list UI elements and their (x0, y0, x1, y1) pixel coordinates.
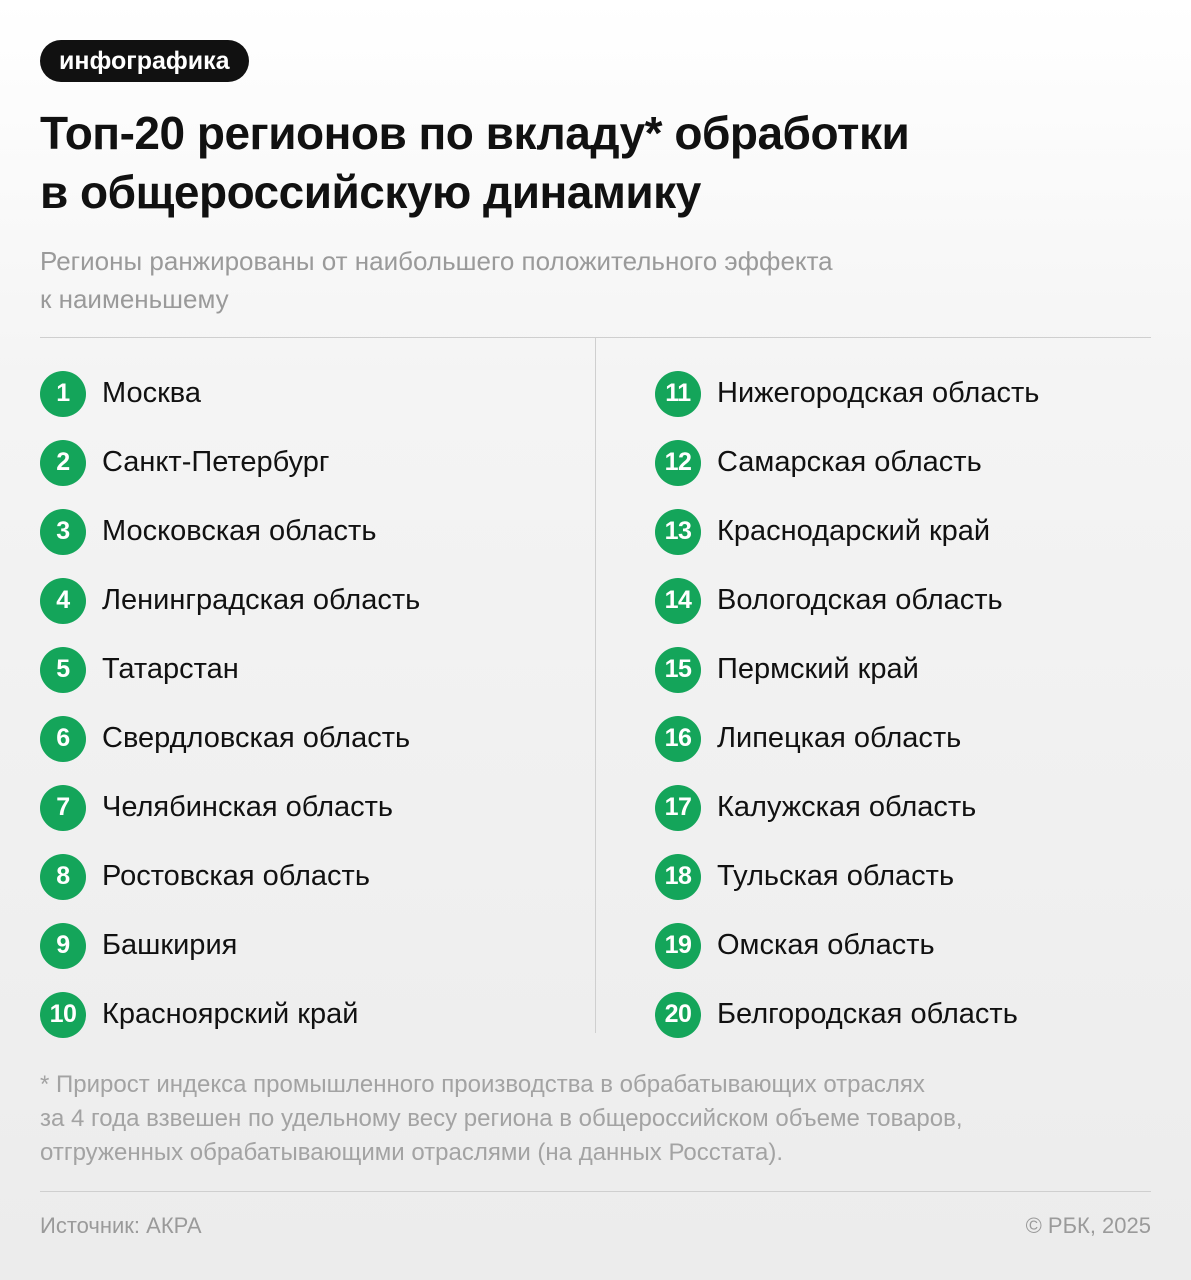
footnote: * Прирост индекса промышленного производ… (40, 1068, 1151, 1170)
rank-badge: 2 (40, 439, 86, 486)
title-line-1: Топ-20 регионов по вкладу* обработки (40, 107, 910, 159)
list-item: 9 Башкирия (40, 911, 420, 980)
title-line-2: в общероссийскую динамику (40, 166, 701, 218)
footnote-line-1: * Прирост индекса промышленного производ… (40, 1071, 925, 1098)
region-name: Омская область (717, 929, 935, 961)
rank-badge: 19 (655, 922, 701, 969)
list-item: 4 Ленинградская область (40, 566, 420, 635)
region-name: Татарстан (102, 653, 239, 685)
region-name: Московская область (102, 515, 377, 547)
region-name: Ленинградская область (102, 584, 421, 616)
rank-badge: 8 (40, 853, 86, 900)
regions-list-right: 11 Нижегородская область 12 Самарская обла… (655, 359, 1039, 1049)
footnote-line-3: отгруженных обрабатывающими отраслями (н… (40, 1139, 784, 1166)
subtitle-line-2: к наименьшему (40, 284, 229, 314)
list-item: 13 Краснодарский край (655, 497, 1039, 566)
list-item: 17 Калужская область (655, 773, 1039, 842)
rank-badge: 3 (40, 508, 86, 555)
regions-list-left: 1 Москва 2 Санкт-Петербург 3 Московская обл… (40, 359, 420, 1049)
list-item: 12 Самарская область (655, 428, 1039, 497)
region-name: Краснодарский край (717, 515, 991, 547)
list-item: 16 Липецкая область (655, 704, 1039, 773)
rank-badge: 12 (655, 439, 701, 486)
list-item: 5 Татарстан (40, 635, 420, 704)
region-name: Москва (102, 377, 202, 409)
rank-badge: 7 (40, 784, 86, 831)
list-item: 7 Челябинская область (40, 773, 420, 842)
list-item: 10 Красноярский край (40, 980, 420, 1049)
rank-badge: 15 (655, 646, 701, 693)
rank-badge: 9 (40, 922, 86, 969)
list-item: 2 Санкт-Петербург (40, 428, 420, 497)
list-item: 15 Пермский край (655, 635, 1039, 704)
list-item: 3 Московская область (40, 497, 420, 566)
rank-badge: 17 (655, 784, 701, 831)
rank-badge: 6 (40, 715, 86, 762)
region-name: Калужская область (717, 791, 977, 823)
region-name: Вологодская область (717, 584, 1003, 616)
rank-badge: 20 (655, 991, 701, 1038)
region-name: Самарская область (717, 446, 982, 478)
region-name: Красноярский край (102, 998, 359, 1030)
rank-badge: 10 (40, 991, 86, 1038)
top-divider (40, 337, 1151, 338)
region-name: Тульская область (717, 860, 955, 892)
subtitle-line-1: Регионы ранжированы от наибольшего полож… (40, 246, 833, 276)
page-subtitle: Регионы ранжированы от наибольшего полож… (40, 242, 1040, 318)
region-name: Санкт-Петербург (102, 446, 330, 478)
region-name: Свердловская область (102, 722, 411, 754)
region-name: Белгородская область (717, 998, 1018, 1030)
list-item: 6 Свердловская область (40, 704, 420, 773)
list-item: 1 Москва (40, 359, 420, 428)
rank-badge: 1 (40, 370, 86, 417)
rank-badge: 18 (655, 853, 701, 900)
list-item: 18 Тульская область (655, 842, 1039, 911)
rank-badge: 13 (655, 508, 701, 555)
list-item: 8 Ростовская область (40, 842, 420, 911)
source-text: Источник: АКРА (40, 1213, 202, 1238)
copyright-text: © РБК, 2025 (1025, 1213, 1151, 1238)
footnote-line-2: за 4 года взвешен по удельному весу реги… (40, 1105, 963, 1132)
region-name: Липецкая область (717, 722, 962, 754)
list-item: 19 Омская область (655, 911, 1039, 980)
list-item: 20 Белгородская область (655, 980, 1039, 1049)
list-item: 14 Вологодская область (655, 566, 1039, 635)
infographic-tag: инфографика (40, 40, 249, 82)
rank-badge: 14 (655, 577, 701, 624)
bottom-divider (40, 1191, 1151, 1192)
rank-badge: 5 (40, 646, 86, 693)
page-title: Топ-20 регионов по вкладу* обработки в о… (40, 104, 1160, 222)
rank-badge: 16 (655, 715, 701, 762)
rank-badge: 4 (40, 577, 86, 624)
rank-badge: 11 (655, 370, 701, 417)
list-item: 11 Нижегородская область (655, 359, 1039, 428)
region-name: Пермский край (717, 653, 919, 685)
region-name: Челябинская область (102, 791, 394, 823)
region-name: Башкирия (102, 929, 238, 961)
column-divider (595, 338, 596, 1033)
region-name: Ростовская область (102, 860, 370, 892)
region-name: Нижегородская область (717, 377, 1040, 409)
